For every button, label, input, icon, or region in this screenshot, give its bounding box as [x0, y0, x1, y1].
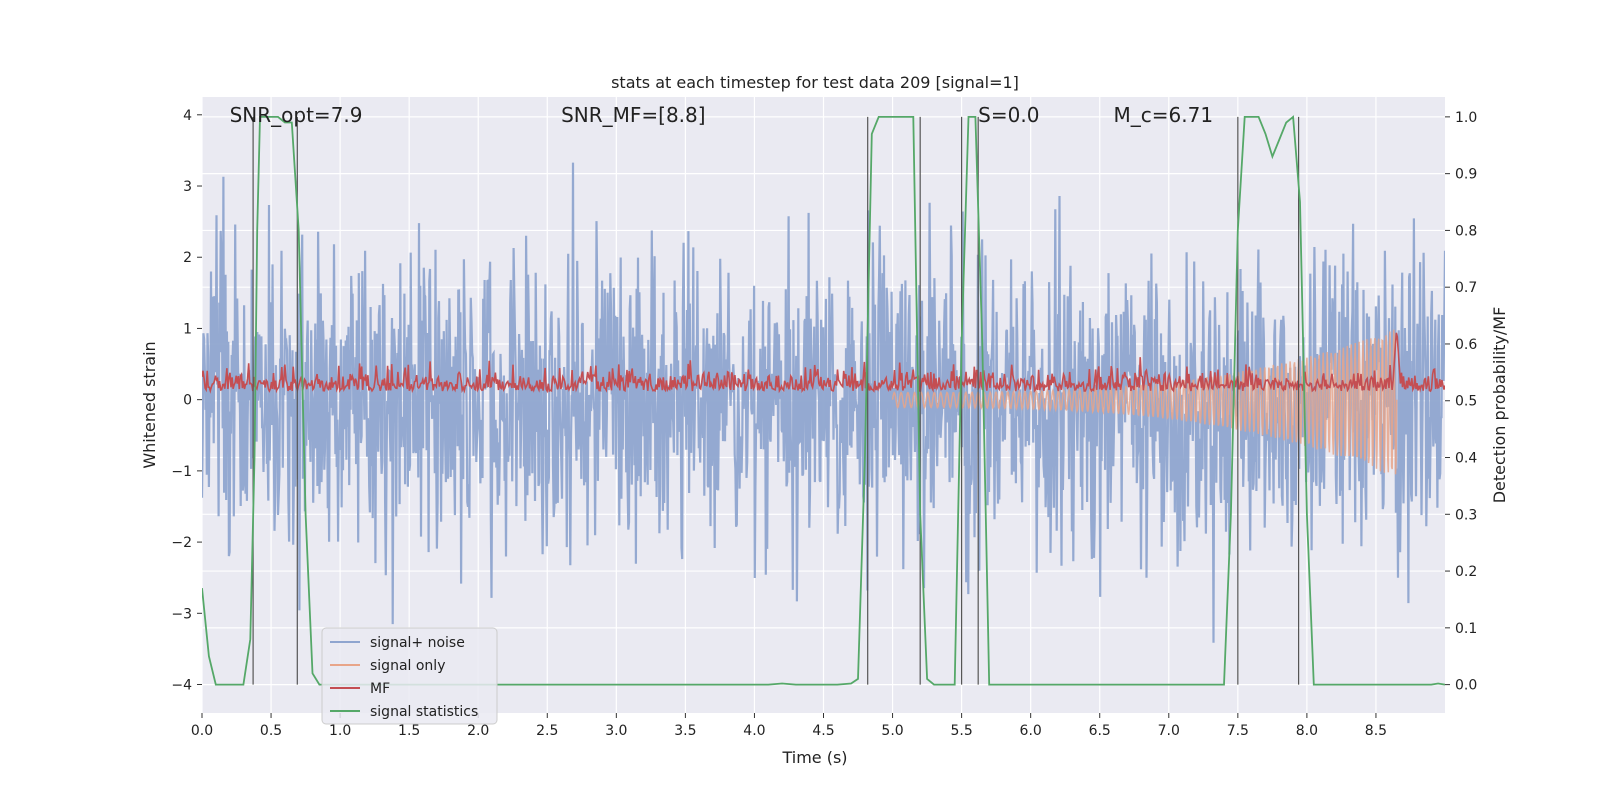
x-tick-label: 2.0 [467, 723, 489, 739]
x-tick-label: 5.0 [881, 723, 903, 739]
x-tick-label: 5.5 [950, 723, 972, 739]
y-right-tick-label: 0.7 [1455, 280, 1477, 296]
y-tick-label: −1 [171, 464, 192, 480]
x-tick-label: 8.0 [1296, 723, 1318, 739]
y-tick-label: 4 [183, 108, 192, 124]
y-right-tick-label: 0.4 [1455, 451, 1477, 467]
x-axis-label: Time (s) [781, 748, 847, 767]
y-right-tick-label: 0.0 [1455, 678, 1477, 694]
legend-box [321, 627, 498, 725]
y-right-tick-label: 0.5 [1455, 394, 1477, 410]
series-signal-only [891, 329, 1398, 475]
x-tick-label: 3.5 [674, 723, 696, 739]
x-tick-label: 4.0 [743, 723, 765, 739]
legend-label: MF [370, 681, 390, 697]
x-tick-label: 7.0 [1158, 723, 1180, 739]
annotation-label: M_c=6.71 [1114, 103, 1214, 127]
x-tick-label: 1.5 [398, 723, 420, 739]
y-right-tick-label: 0.8 [1455, 223, 1477, 239]
x-tick-label: 0.0 [191, 723, 213, 739]
legend: signal+ noise signal only MF signal statist… [321, 627, 498, 725]
legend-label: signal+ noise [370, 635, 465, 651]
grid: 0.0 0.5 1.0 1.5 2.0 2.5 3.0 3.5 4.0 4.5 5.0 5.5 6.0 6… [171, 97, 1477, 739]
annotation-label: S=0.0 [978, 103, 1039, 127]
y-axis-right-label: Detection probability/MF [1490, 307, 1509, 504]
x-tick-label: 4.5 [812, 723, 834, 739]
y-axis-label: Whitened strain [140, 341, 159, 468]
y-right-tick-label: 0.1 [1455, 621, 1477, 637]
y-tick-label: 0 [183, 393, 192, 409]
legend-label: signal statistics [370, 704, 478, 720]
annotation-label: SNR_opt=7.9 [230, 103, 363, 127]
x-tick-label: 0.5 [260, 723, 282, 739]
y-right-tick-label: 0.2 [1455, 564, 1477, 580]
y-tick-label: −2 [171, 535, 192, 551]
x-tick-label: 6.0 [1020, 723, 1042, 739]
y-right-tick-label: 1.0 [1455, 110, 1477, 126]
annotation-label: SNR_MF=[8.8] [561, 103, 705, 127]
y-right-tick-label: 0.6 [1455, 337, 1477, 353]
x-tick-label: 8.5 [1365, 723, 1387, 739]
series-signal-statistics [202, 115, 1445, 686]
x-tick-label: 3.0 [605, 723, 627, 739]
y-right-tick-label: 0.3 [1455, 507, 1477, 523]
y-tick-label: −4 [171, 678, 192, 694]
x-tick-label: 2.5 [536, 723, 558, 739]
y-tick-label: 3 [183, 179, 192, 195]
y-tick-label: 2 [183, 250, 192, 266]
x-tick-label: 7.5 [1227, 723, 1249, 739]
x-tick-label: 6.5 [1089, 723, 1111, 739]
chart-title: stats at each timestep for test data 209… [611, 73, 1019, 92]
y-right-tick-label: 0.9 [1455, 167, 1477, 183]
y-tick-label: 1 [183, 321, 192, 337]
y-tick-label: −3 [171, 606, 192, 622]
legend-label: signal only [370, 658, 445, 674]
x-tick-label: 1.0 [329, 723, 351, 739]
